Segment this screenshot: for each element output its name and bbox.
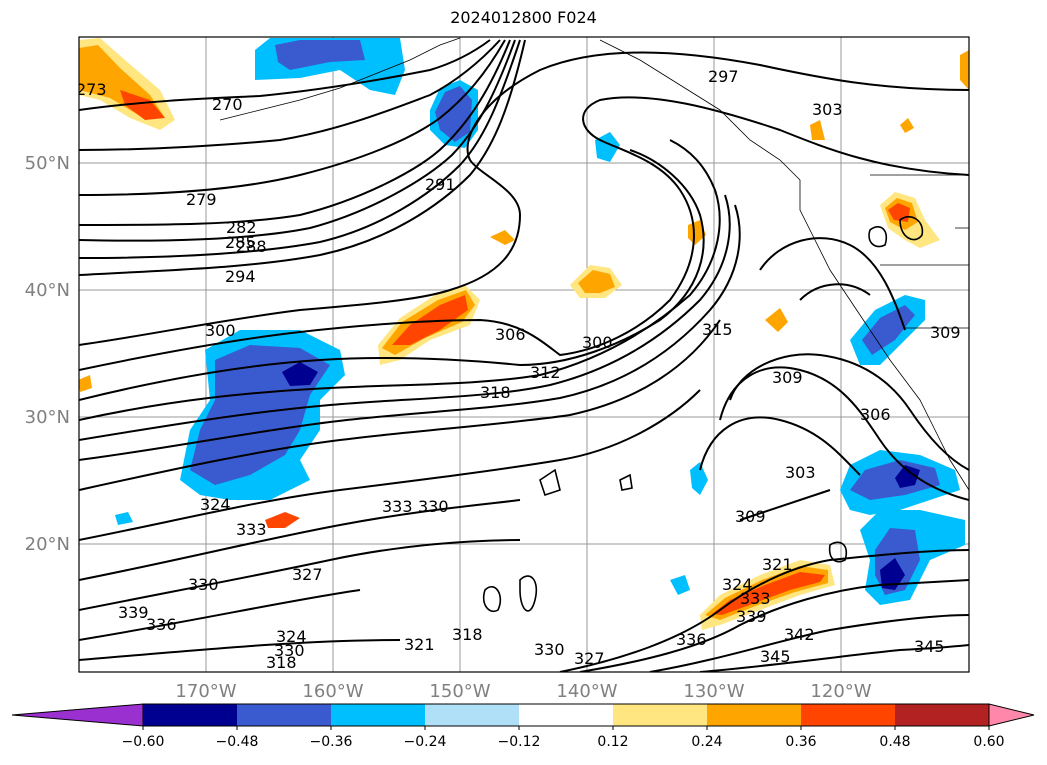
colorbar-segment <box>237 704 331 726</box>
plot-area: 273 270 279 282 285 288 294 291 297 303 … <box>76 37 969 672</box>
colorbar-tick-label: −0.60 <box>122 734 165 750</box>
contour-label: 306 <box>860 405 891 424</box>
plot-frame <box>78 36 970 673</box>
contour-label: 333 <box>236 520 267 539</box>
lon-label: 140°W <box>556 681 617 702</box>
colorbar-segment <box>331 704 425 726</box>
colorbar: −0.60 −0.48 −0.36 −0.24 −0.12 0.12 0.24 0.36 0.4… <box>11 703 1035 750</box>
colorbar-segment <box>707 704 801 726</box>
contour-label: 288 <box>236 237 267 256</box>
contour-label: 303 <box>812 100 843 119</box>
lon-label: 150°W <box>429 681 490 702</box>
lat-label: 40°N <box>25 280 70 301</box>
colorbar-tick-label: −0.48 <box>216 734 259 750</box>
contour-label: 270 <box>212 95 243 114</box>
colorbar-tick-label: −0.12 <box>498 734 541 750</box>
contour-label: 303 <box>785 463 816 482</box>
contour-lines <box>79 39 969 672</box>
contour-label: 300 <box>582 333 613 352</box>
lon-label: 170°W <box>175 681 236 702</box>
contour-label: 330 <box>534 640 565 659</box>
contour-label: 306 <box>495 325 526 344</box>
map-title: 2024012800 F024 <box>450 8 597 27</box>
contour-label: 273 <box>76 80 107 99</box>
contour-label: 330 <box>274 641 305 660</box>
contour-label: 339 <box>118 603 149 622</box>
lat-label: 30°N <box>25 407 70 428</box>
contour-label: 309 <box>772 368 803 387</box>
contour-label: 318 <box>480 383 511 402</box>
lat-label: 20°N <box>25 534 70 555</box>
contour-label: 309 <box>735 507 766 526</box>
shaded-fields <box>79 38 969 630</box>
contour-label: 318 <box>266 653 297 672</box>
colorbar-segment <box>895 704 989 726</box>
contour-label: 330 <box>188 575 219 594</box>
contour-label: 279 <box>186 190 217 209</box>
lon-label: 130°W <box>683 681 744 702</box>
colorbar-tick-label: 0.60 <box>973 734 1004 750</box>
lat-label: 50°N <box>25 153 70 174</box>
contour-label: 315 <box>702 320 733 339</box>
colorbar-segment <box>801 704 895 726</box>
contour-label: 336 <box>676 630 707 649</box>
contour-label: 345 <box>760 647 791 666</box>
colorbar-segment <box>425 704 519 726</box>
contour-label: 291 <box>425 175 456 194</box>
colorbar-segment <box>519 704 613 726</box>
coastlines <box>219 37 969 491</box>
colorbar-tick-label: −0.36 <box>310 734 353 750</box>
lon-label: 160°W <box>302 681 363 702</box>
colorbar-extend-low <box>11 703 144 727</box>
contour-labels: 273 270 279 282 285 288 294 291 297 303 … <box>76 67 961 672</box>
contour-label: 339 <box>736 607 767 626</box>
small-contours <box>482 216 924 612</box>
colorbar-tick-label: 0.12 <box>597 734 628 750</box>
colorbar-tick-label: 0.36 <box>785 734 816 750</box>
contour-label: 294 <box>225 267 256 286</box>
colorbar-tick-label: 0.48 <box>879 734 910 750</box>
contour-label: 333 <box>740 589 771 608</box>
contour-label: 324 <box>200 495 231 514</box>
contour-label: 321 <box>762 555 793 574</box>
colorbar-outline <box>142 703 990 727</box>
colorbar-segment <box>613 704 707 726</box>
contour-label: 318 <box>452 625 483 644</box>
contour-label: 333 <box>382 497 413 516</box>
contour-label: 342 <box>784 625 815 644</box>
contour-label: 336 <box>146 615 177 634</box>
colorbar-extend-high <box>988 703 1035 727</box>
contour-label: 297 <box>708 67 739 86</box>
lon-label: 120°W <box>810 681 871 702</box>
contour-label: 327 <box>292 565 323 584</box>
lat-axis: 50°N 40°N 30°N 20°N <box>25 153 70 555</box>
contour-label: 282 <box>226 218 257 237</box>
contour-label: 324 <box>276 627 307 646</box>
contour-label: 300 <box>205 321 236 340</box>
contour-label: 330 <box>418 497 449 516</box>
colorbar-tick-label: −0.24 <box>404 734 447 750</box>
contour-label: 327 <box>574 649 605 668</box>
contour-label: 345 <box>914 637 945 656</box>
contour-label: 324 <box>722 575 753 594</box>
lon-axis: 170°W 160°W 150°W 140°W 130°W 120°W <box>175 681 871 702</box>
contour-label: 309 <box>930 323 961 342</box>
colorbar-tick-label: 0.24 <box>691 734 722 750</box>
contour-label: 312 <box>530 363 561 382</box>
contour-label: 321 <box>404 635 435 654</box>
colorbar-segment <box>143 704 237 726</box>
contour-label: 285 <box>225 233 256 252</box>
